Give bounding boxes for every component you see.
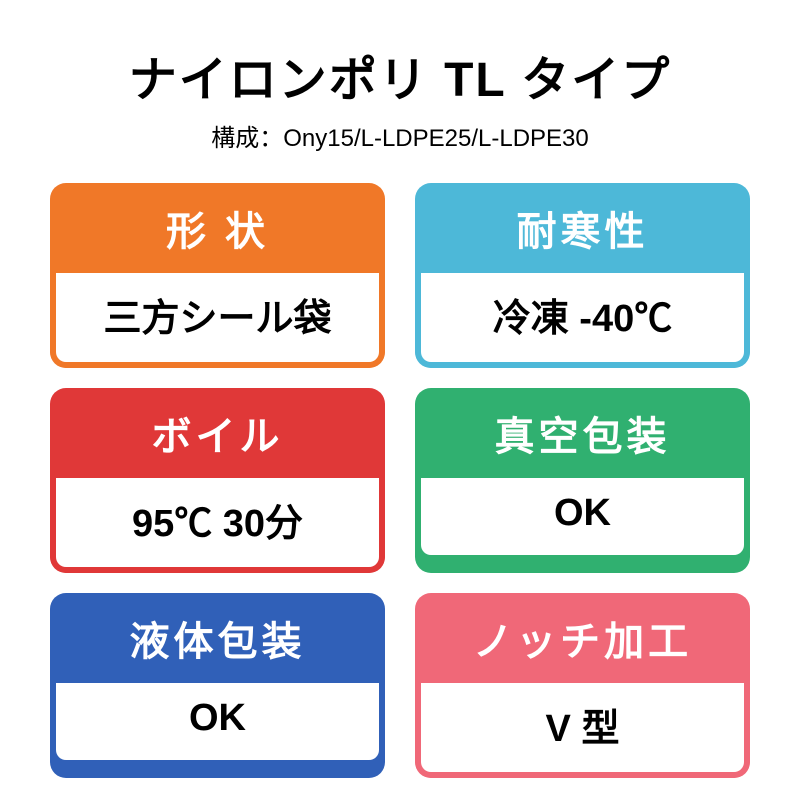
- spec-label: 真空包装: [415, 388, 750, 478]
- spec-card-notch: ノッチ加工 V 型: [415, 593, 750, 778]
- page-subtitle: 構成：Ony15/L-LDPE25/L-LDPE30: [50, 118, 750, 153]
- spec-label: 耐寒性: [415, 183, 750, 273]
- spec-label: ノッチ加工: [415, 593, 750, 683]
- page-title: ナイロンポリ TL タイプ: [50, 40, 750, 110]
- header: ナイロンポリ TL タイプ 構成：Ony15/L-LDPE25/L-LDPE30: [50, 40, 750, 153]
- spec-value: 三方シール袋: [62, 273, 373, 356]
- spec-label: ボイル: [50, 388, 385, 478]
- spec-card-liquid: 液体包装 OK: [50, 593, 385, 778]
- spec-value: 冷凍 -40℃: [427, 273, 738, 356]
- spec-value: OK: [427, 478, 738, 549]
- spec-card-shape: 形 状 三方シール袋: [50, 183, 385, 368]
- spec-value: 95℃ 30分: [62, 478, 373, 561]
- spec-card-cold: 耐寒性 冷凍 -40℃: [415, 183, 750, 368]
- spec-label: 液体包装: [50, 593, 385, 683]
- spec-grid: 形 状 三方シール袋 耐寒性 冷凍 -40℃ ボイル 95℃ 30分 真空包装 …: [50, 183, 750, 778]
- spec-value: OK: [62, 683, 373, 754]
- spec-card-boil: ボイル 95℃ 30分: [50, 388, 385, 573]
- spec-card-vacuum: 真空包装 OK: [415, 388, 750, 573]
- spec-label: 形 状: [50, 183, 385, 273]
- spec-value: V 型: [427, 683, 738, 766]
